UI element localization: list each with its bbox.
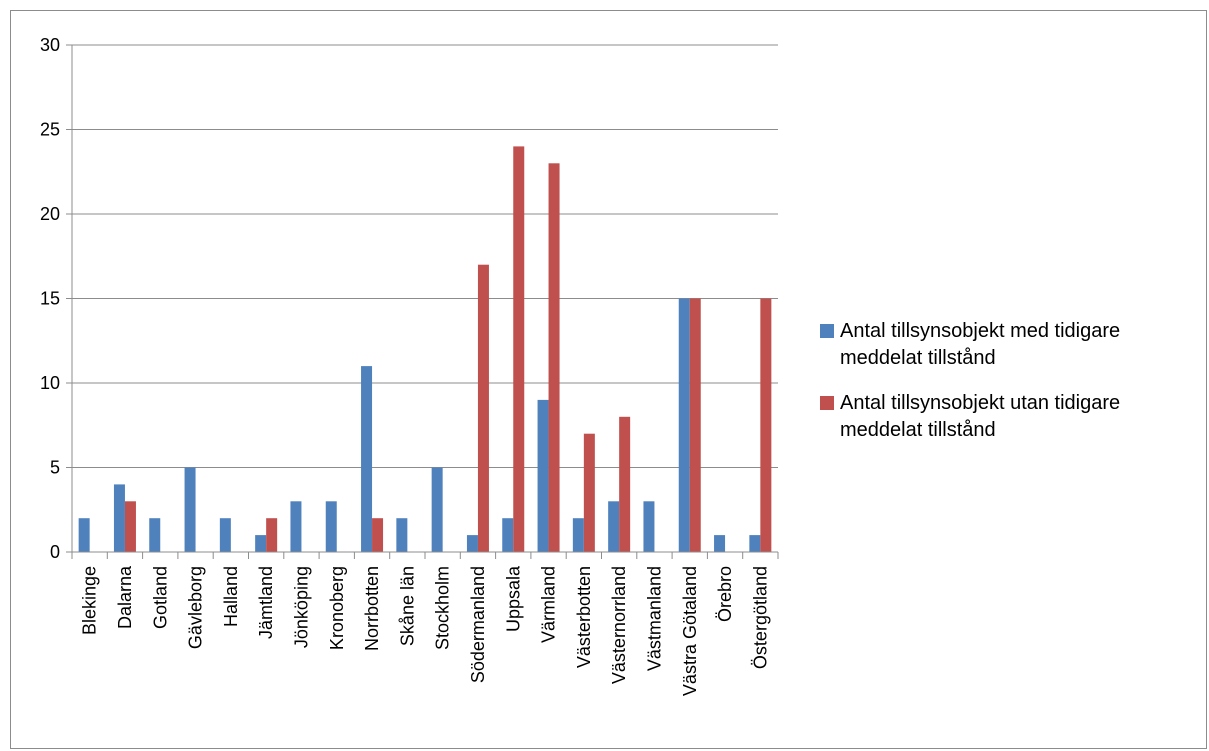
y-tick-label: 5 xyxy=(50,458,60,478)
bar-series-2 xyxy=(760,298,772,552)
chart-frame xyxy=(10,10,1207,749)
bar-series-2 xyxy=(689,298,701,552)
bar-series-1 xyxy=(502,518,514,552)
x-tick-label: Jönköping xyxy=(291,566,311,648)
gridlines xyxy=(72,44,778,468)
legend-swatch-series-2 xyxy=(820,396,834,410)
axes xyxy=(66,44,779,559)
bar-series-1 xyxy=(113,484,125,552)
legend-swatch-series-1 xyxy=(820,324,834,338)
bar-series-1 xyxy=(572,518,584,552)
x-tick-label: Gotland xyxy=(150,566,170,629)
bar-series-1 xyxy=(184,467,196,552)
y-tick-label: 15 xyxy=(40,289,60,309)
bar-series-1 xyxy=(749,535,761,552)
x-tick-label: Västerbotten xyxy=(574,566,594,668)
bar-series-2 xyxy=(266,518,278,552)
x-tick-label: Jämtland xyxy=(256,566,276,639)
x-tick-label: Stockholm xyxy=(433,566,453,650)
bars xyxy=(78,146,772,553)
x-tick-labels: Blekinge Dalarna Gotland Gävleborg Halland Jä… xyxy=(80,565,771,696)
x-tick-label: Dalarna xyxy=(115,565,135,629)
y-tick-label: 0 xyxy=(50,542,60,562)
bar-series-1 xyxy=(537,399,549,552)
y-tick-label: 30 xyxy=(40,35,60,55)
x-tick-label: Värmland xyxy=(539,566,559,643)
bar-series-1 xyxy=(325,501,337,552)
bar-series-2 xyxy=(548,163,560,553)
x-tick-label: Örebro xyxy=(715,566,735,622)
bar-series-1 xyxy=(431,467,443,552)
x-tick-label: Södermanland xyxy=(468,566,488,683)
bar-series-1 xyxy=(219,518,231,552)
bar-series-2 xyxy=(477,264,489,552)
x-tick-label: Uppsala xyxy=(503,565,523,632)
bar-series-1 xyxy=(466,535,478,552)
legend-label-series-1: Antal tillsynsobjekt med tidigare meddel… xyxy=(840,320,1121,369)
bar-series-1 xyxy=(290,501,302,552)
legend: Antal tillsynsobjekt med tidigare meddel… xyxy=(820,318,1200,462)
bar-series-1 xyxy=(714,535,726,552)
bar-series-1 xyxy=(396,518,408,552)
bar-series-1 xyxy=(149,518,161,552)
bar-series-2 xyxy=(513,146,525,552)
x-tick-label: Östergötland xyxy=(750,566,770,669)
x-tick-label: Gävleborg xyxy=(186,566,206,649)
bar-series-1 xyxy=(255,535,267,552)
bar-series-1 xyxy=(78,518,90,552)
x-tick-label: Västmanland xyxy=(644,566,664,671)
bar-series-1 xyxy=(361,366,373,552)
x-tick-label: Kronoberg xyxy=(327,566,347,650)
y-tick-labels: 0 5 10 15 20 25 30 xyxy=(40,35,60,562)
x-tick-label: Skåne län xyxy=(397,566,417,646)
bar-series-2 xyxy=(583,433,595,552)
bar-series-2 xyxy=(124,501,136,552)
x-tick-label: Norrbotten xyxy=(362,566,382,651)
y-tick-label: 20 xyxy=(40,204,60,224)
x-tick-label: Västra Götaland xyxy=(680,566,700,696)
y-tick-label: 10 xyxy=(40,373,60,393)
bar-series-1 xyxy=(678,298,690,552)
bar-series-1 xyxy=(608,501,620,552)
legend-item-series-2: Antal tillsynsobjekt utan tidigare medde… xyxy=(820,390,1200,444)
legend-item-series-1: Antal tillsynsobjekt med tidigare meddel… xyxy=(820,318,1200,372)
x-tick-label: Västernorrland xyxy=(609,566,629,684)
bar-series-2 xyxy=(372,518,384,552)
bar-series-2 xyxy=(619,416,631,552)
y-tick-label: 25 xyxy=(40,120,60,140)
x-tick-label: Halland xyxy=(221,566,241,627)
x-tick-label: Blekinge xyxy=(80,566,100,635)
legend-label-series-2: Antal tillsynsobjekt utan tidigare medde… xyxy=(840,392,1121,441)
bar-series-1 xyxy=(643,501,655,552)
